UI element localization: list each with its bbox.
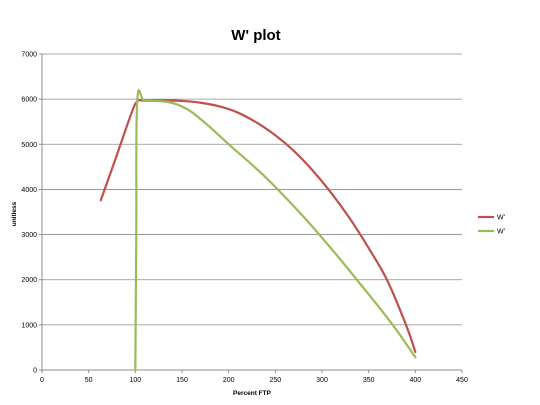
x-axis-label: Percent FTP <box>233 390 272 397</box>
y-axis-label: unitless <box>11 201 18 226</box>
x-tick-label: 200 <box>223 377 235 384</box>
series-line-1 <box>99 98 417 354</box>
series-line-2 <box>134 89 417 372</box>
chart-title: W' plot <box>231 27 280 44</box>
y-tick-label: 7000 <box>21 52 37 59</box>
y-tick-label: 0 <box>33 368 37 375</box>
x-tick-label: 300 <box>316 377 328 384</box>
y-tick-label: 4000 <box>21 187 37 194</box>
legend-label-2: W' <box>497 229 505 236</box>
x-tick-label: 250 <box>269 377 281 384</box>
x-tick-label: 50 <box>85 377 93 384</box>
x-tick-label: 0 <box>40 377 44 384</box>
series-layer <box>99 89 417 372</box>
gridlines <box>42 53 462 326</box>
legend-label-1: W' <box>497 215 505 222</box>
y-tick-label: 1000 <box>21 322 37 329</box>
x-tick-label: 350 <box>363 377 375 384</box>
x-tick-label: 450 <box>456 377 468 384</box>
x-tick-label: 400 <box>409 377 421 384</box>
y-tick-labels: 0 1000 2000 3000 4000 5000 6000 7000 <box>21 52 42 375</box>
legend: W' W' <box>478 215 505 236</box>
y-tick-label: 3000 <box>21 232 37 239</box>
x-tick-label: 100 <box>129 377 141 384</box>
axes <box>41 54 462 371</box>
x-tick-labels: 0 50 100 150 200 250 300 350 400 450 <box>40 370 468 384</box>
y-tick-label: 5000 <box>21 142 37 149</box>
y-tick-label: 6000 <box>21 97 37 104</box>
x-tick-label: 150 <box>176 377 188 384</box>
y-tick-label: 2000 <box>21 277 37 284</box>
